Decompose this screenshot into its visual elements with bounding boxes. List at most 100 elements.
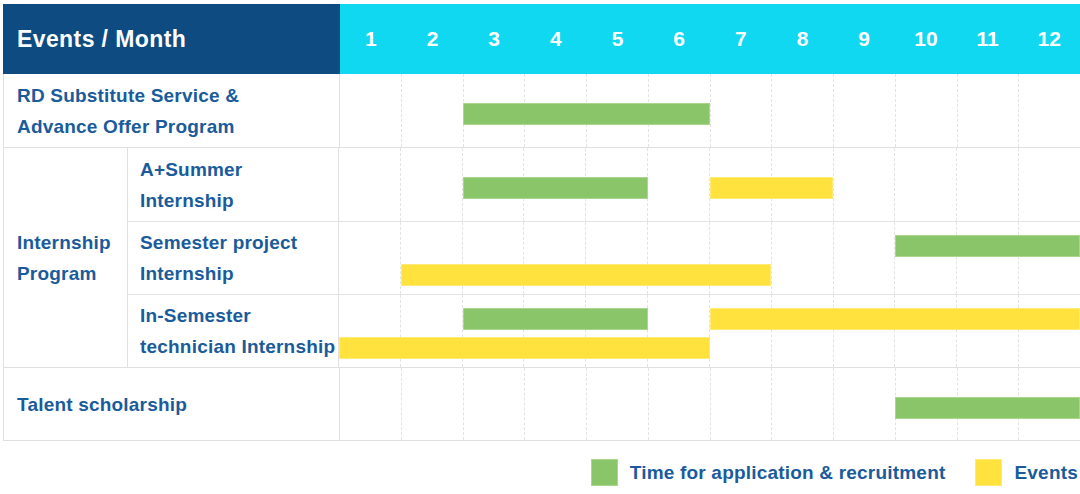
month-gridline: [1018, 222, 1080, 294]
application-bar: [463, 177, 648, 199]
month-gridline: [833, 222, 895, 294]
month-label: 3: [463, 4, 525, 74]
gantt-track: [340, 368, 1080, 440]
month-gridline: [709, 295, 771, 367]
month-gridline: [400, 148, 462, 221]
legend-item-application: Time for application & recruitment: [591, 459, 946, 486]
month-gridline: [894, 295, 956, 367]
month-axis: 123456789101112: [340, 4, 1080, 74]
month-gridline: [647, 148, 709, 221]
events-month-header: Events / Month: [3, 4, 340, 74]
group-label-line: Program: [17, 258, 127, 289]
month-label: 12: [1018, 4, 1080, 74]
month-gridline: [524, 368, 586, 440]
month-gridline: [401, 368, 463, 440]
table-header: Events / Month 123456789101112: [3, 4, 1080, 74]
month-gridline: [956, 222, 1018, 294]
month-gridline: [894, 222, 956, 294]
gantt-schedule: Events / Month 123456789101112 RD Substi…: [0, 0, 1080, 494]
month-gridline: [339, 148, 400, 221]
row-talent-scholarship: Talent scholarship: [4, 367, 1080, 440]
legend: Time for application & recruitment Events: [3, 459, 1078, 486]
row-label-line: Semester project: [140, 227, 338, 258]
month-gridline: [710, 74, 772, 147]
month-label: 8: [772, 4, 834, 74]
month-gridline: [710, 368, 772, 440]
row-label-line: Talent scholarship: [17, 389, 339, 420]
row-label-line: Internship: [140, 185, 338, 216]
group-subrows: A+SummerInternshipSemester projectIntern…: [128, 148, 1080, 367]
row-label: RD Substitute Service &Advance Offer Pro…: [4, 74, 340, 147]
month-gridline: [401, 74, 463, 147]
legend-item-event: Events: [975, 459, 1078, 486]
application-bar: [463, 103, 710, 125]
month-gridline: [894, 148, 956, 221]
month-label: 9: [833, 4, 895, 74]
month-gridline: [956, 148, 1018, 221]
month-label: 7: [710, 4, 772, 74]
month-label: 11: [957, 4, 1019, 74]
month-gridline: [895, 74, 957, 147]
application-swatch: [591, 459, 618, 486]
row-label-line: Internship: [140, 258, 338, 289]
month-gridline: [648, 368, 710, 440]
month-label: 5: [587, 4, 649, 74]
event-swatch: [975, 459, 1002, 486]
row-label: A+SummerInternship: [128, 148, 339, 221]
month-label: 4: [525, 4, 587, 74]
month-gridline: [833, 74, 895, 147]
month-gridline: [833, 148, 895, 221]
month-gridline: [586, 368, 648, 440]
month-gridline: [1018, 148, 1080, 221]
month-gridline: [833, 368, 895, 440]
row-label-line: Advance Offer Program: [17, 111, 339, 142]
month-grid: [340, 74, 1080, 147]
month-label: 10: [895, 4, 957, 74]
month-gridline: [771, 368, 833, 440]
month-gridline: [957, 74, 1019, 147]
event-bar: [401, 264, 772, 286]
month-gridline: [463, 368, 525, 440]
gantt-track: [339, 295, 1080, 367]
application-bar: [895, 235, 1080, 257]
event-bar: [339, 337, 710, 359]
month-gridline: [1018, 295, 1080, 367]
month-gridline: [956, 295, 1018, 367]
month-gridline: [340, 74, 401, 147]
group-label-line: Internship: [17, 227, 127, 258]
row-a-plus-summer-internship: A+SummerInternship: [128, 148, 1080, 221]
row-semester-project-internship: Semester projectInternship: [128, 221, 1080, 294]
schedule-table: Events / Month 123456789101112 RD Substi…: [3, 4, 1080, 441]
application-bar: [463, 308, 648, 330]
row-rd-substitute: RD Substitute Service &Advance Offer Pro…: [4, 74, 1080, 147]
event-bar: [710, 308, 1080, 330]
month-gridline: [1018, 74, 1080, 147]
month-gridline: [771, 222, 833, 294]
gantt-track: [339, 148, 1080, 221]
row-label: Talent scholarship: [4, 368, 340, 440]
row-label: In-Semestertechnician Internship: [128, 295, 339, 367]
month-gridline: [340, 368, 401, 440]
row-label-line: A+Summer: [140, 154, 338, 185]
legend-label: Time for application & recruitment: [630, 462, 946, 484]
month-gridline: [833, 295, 895, 367]
row-label-line: technician Internship: [140, 331, 338, 362]
application-bar: [895, 397, 1080, 419]
group-label: InternshipProgram: [4, 148, 128, 367]
month-gridline: [771, 74, 833, 147]
row-label: Semester projectInternship: [128, 222, 339, 294]
row-in-semester-technician-internship: In-Semestertechnician Internship: [128, 294, 1080, 367]
row-label-line: In-Semester: [140, 300, 338, 331]
table-body: RD Substitute Service &Advance Offer Pro…: [3, 74, 1080, 441]
month-label: 6: [648, 4, 710, 74]
month-gridline: [339, 222, 400, 294]
internship-program-group: InternshipProgramA+SummerInternshipSemes…: [4, 147, 1080, 367]
gantt-track: [340, 74, 1080, 147]
month-gridline: [771, 295, 833, 367]
legend-label: Events: [1014, 462, 1078, 484]
gantt-track: [339, 222, 1080, 294]
row-label-line: RD Substitute Service &: [17, 80, 339, 111]
event-bar: [710, 177, 834, 199]
month-label: 2: [402, 4, 464, 74]
month-label: 1: [340, 4, 402, 74]
